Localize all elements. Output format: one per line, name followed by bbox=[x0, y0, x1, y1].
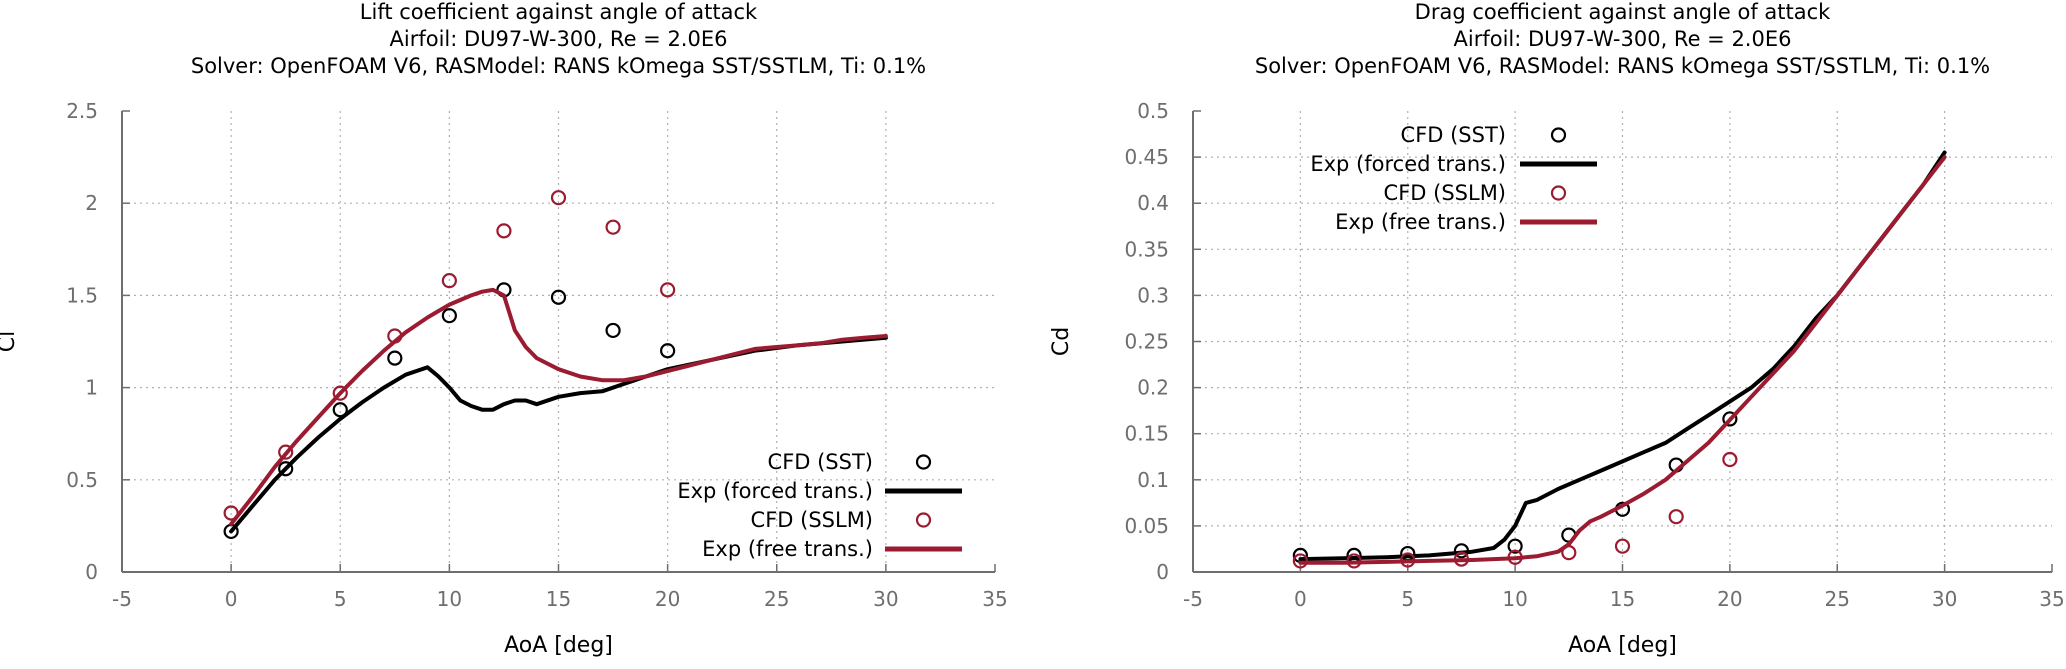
data-point bbox=[496, 223, 512, 239]
x-tick-label: 30 bbox=[1932, 587, 1957, 611]
legend-item: CFD (SST) bbox=[768, 450, 932, 474]
chart-subtitle: Airfoil: DU97-W-300, Re = 2.0E6 bbox=[1454, 27, 1792, 51]
legend-label: Exp (forced trans.) bbox=[677, 479, 873, 503]
x-tick-label: 25 bbox=[1825, 587, 1850, 611]
legend-item: CFD (SST) bbox=[1401, 123, 1567, 147]
data-point bbox=[441, 308, 457, 324]
y-axis-label: Cd bbox=[1049, 327, 1074, 356]
chart-panel-1: Lift coefficient against angle of attack… bbox=[0, 0, 1008, 658]
legend: CFD (SST) Exp (forced trans.) CFD (SSLM) Ex… bbox=[1310, 123, 1597, 234]
data-point bbox=[1722, 411, 1738, 427]
legend-label: CFD (SSLM) bbox=[751, 508, 873, 532]
x-tick-label: 20 bbox=[1717, 587, 1742, 611]
legend-item: Exp (free trans.) bbox=[702, 537, 962, 561]
chart-panel-2: Drag coefficient against angle of attack… bbox=[1049, 0, 2065, 658]
series-line bbox=[1298, 155, 1947, 565]
data-point bbox=[332, 402, 348, 418]
x-tick-label: 15 bbox=[1610, 587, 1635, 611]
x-tick-label: 20 bbox=[655, 587, 680, 611]
data-point bbox=[660, 343, 676, 359]
legend-label: Exp (free trans.) bbox=[1335, 210, 1506, 234]
chart-title: Drag coefficient against angle of attack bbox=[1415, 0, 1831, 24]
data-point bbox=[387, 350, 403, 366]
data-point bbox=[278, 444, 294, 460]
chart-subtitle: Airfoil: DU97-W-300, Re = 2.0E6 bbox=[390, 27, 728, 51]
chart-subtitle-solver: Solver: OpenFOAM V6, RASModel: RANS kOme… bbox=[1255, 54, 1990, 78]
y-tick-label: 0.05 bbox=[1124, 514, 1169, 538]
x-tick-label: 30 bbox=[873, 587, 898, 611]
x-tick-label: 35 bbox=[982, 587, 1007, 611]
x-axis-label: AoA [deg] bbox=[504, 633, 613, 658]
chart-title: Lift coefficient against angle of attack bbox=[360, 0, 758, 24]
legend-label: Exp (free trans.) bbox=[702, 537, 873, 561]
y-tick-label: 0.35 bbox=[1124, 237, 1169, 261]
y-tick-label: 0.1 bbox=[1137, 468, 1169, 492]
series-4 bbox=[229, 287, 888, 527]
data-point bbox=[332, 385, 348, 401]
legend-item: Exp (forced trans.) bbox=[677, 479, 962, 503]
y-tick-label: 2.5 bbox=[66, 99, 98, 123]
y-tick-label: 0.25 bbox=[1124, 330, 1169, 354]
chart-subtitle-solver: Solver: OpenFOAM V6, RASModel: RANS kOme… bbox=[191, 54, 926, 78]
x-tick-label: -5 bbox=[112, 587, 132, 611]
data-point bbox=[605, 322, 621, 339]
x-tick-label: 25 bbox=[764, 587, 789, 611]
legend-label: CFD (SSLM) bbox=[1384, 181, 1506, 205]
x-tick-label: 5 bbox=[334, 587, 347, 611]
legend-marker-swatch bbox=[1550, 185, 1567, 201]
legend-marker-swatch bbox=[1550, 127, 1567, 143]
y-tick-label: 0.4 bbox=[1137, 191, 1169, 215]
legend-item: Exp (forced trans.) bbox=[1310, 152, 1597, 176]
y-tick-label: 1.5 bbox=[66, 283, 98, 307]
y-tick-label: 2 bbox=[85, 191, 98, 215]
x-tick-label: 15 bbox=[546, 587, 571, 611]
data-point bbox=[1668, 509, 1684, 525]
x-tick-label: -5 bbox=[1183, 587, 1203, 611]
series-1 bbox=[223, 282, 676, 540]
x-tick-label: 0 bbox=[1294, 587, 1307, 611]
legend-item: CFD (SSLM) bbox=[751, 508, 932, 532]
data-point bbox=[605, 219, 621, 235]
data-point bbox=[278, 461, 294, 477]
y-tick-label: 0.5 bbox=[66, 468, 98, 492]
legend-label: Exp (forced trans.) bbox=[1310, 152, 1506, 176]
legend: CFD (SST) Exp (forced trans.) CFD (SSLM) Ex… bbox=[677, 450, 962, 561]
data-point bbox=[1507, 538, 1523, 554]
x-tick-label: 0 bbox=[225, 587, 238, 611]
data-point bbox=[1614, 538, 1631, 554]
x-tick-label: 10 bbox=[437, 587, 462, 611]
x-tick-label: 10 bbox=[1502, 587, 1527, 611]
x-tick-label: 5 bbox=[1401, 587, 1414, 611]
y-tick-label: 0.3 bbox=[1137, 283, 1169, 307]
series-3 bbox=[223, 190, 676, 521]
data-point bbox=[660, 282, 676, 298]
data-point bbox=[441, 273, 457, 289]
data-point bbox=[550, 289, 567, 305]
x-axis-label: AoA [deg] bbox=[1568, 633, 1677, 658]
x-tick-label: 35 bbox=[2039, 587, 2064, 611]
data-point bbox=[1722, 451, 1738, 468]
y-tick-label: 0.5 bbox=[1137, 99, 1169, 123]
legend-marker-swatch bbox=[915, 454, 932, 470]
data-point bbox=[550, 190, 567, 206]
series-4 bbox=[1298, 155, 1947, 565]
legend-marker-swatch bbox=[915, 512, 932, 528]
legend-item: CFD (SSLM) bbox=[1384, 181, 1567, 205]
y-axis-label: Cl bbox=[0, 331, 20, 352]
y-tick-label: 1 bbox=[85, 376, 98, 400]
y-tick-label: 0.15 bbox=[1124, 422, 1169, 446]
y-tick-label: 0.2 bbox=[1137, 376, 1169, 400]
series-line bbox=[229, 287, 888, 527]
legend-item: Exp (free trans.) bbox=[1335, 210, 1597, 234]
y-tick-label: 0 bbox=[85, 560, 98, 584]
legend-label: CFD (SST) bbox=[768, 450, 873, 474]
y-tick-label: 0 bbox=[1156, 560, 1169, 584]
legend-label: CFD (SST) bbox=[1401, 123, 1506, 147]
y-tick-label: 0.45 bbox=[1124, 145, 1169, 169]
